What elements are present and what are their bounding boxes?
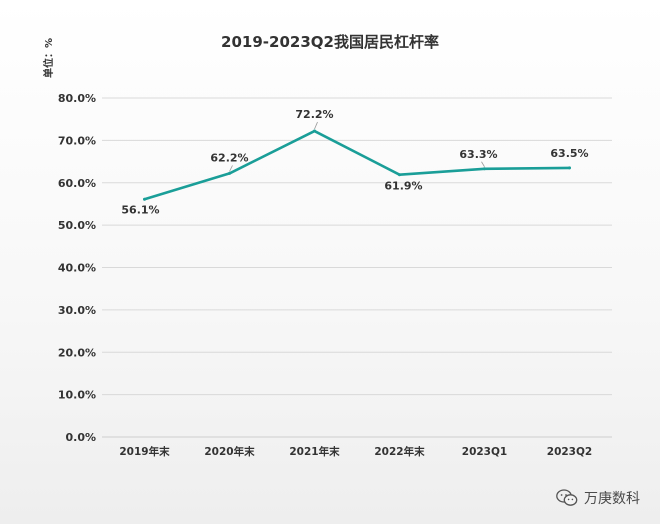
data-point bbox=[483, 167, 486, 171]
watermark-text: 万庚数科 bbox=[584, 491, 640, 507]
y-tick-label: 70.0% bbox=[58, 134, 96, 147]
data-point bbox=[568, 166, 571, 170]
y-tick-label: 80.0% bbox=[58, 92, 96, 105]
watermark: 万庚数科 bbox=[556, 488, 640, 508]
data-point bbox=[313, 129, 316, 133]
x-tick-label: 2023Q2 bbox=[547, 446, 592, 458]
data-label: 63.5% bbox=[550, 147, 588, 160]
x-tick-label: 2020年末 bbox=[204, 445, 255, 458]
y-tick-label: 0.0% bbox=[65, 431, 96, 444]
data-point bbox=[398, 173, 401, 177]
wechat-icon bbox=[556, 489, 578, 506]
x-tick-label: 2023Q1 bbox=[462, 446, 507, 458]
y-tick-label: 40.0% bbox=[58, 262, 96, 275]
unit-label: 单位：% bbox=[42, 38, 55, 78]
chart-title: 2019-2023Q2我国居民杠杆率 bbox=[221, 33, 439, 51]
data-label: 72.2% bbox=[295, 108, 333, 121]
data-point bbox=[228, 171, 231, 175]
y-tick-label: 20.0% bbox=[58, 346, 96, 359]
y-tick-label: 30.0% bbox=[58, 304, 96, 317]
x-tick-label: 2021年末 bbox=[289, 445, 340, 458]
data-label: 62.2% bbox=[210, 151, 248, 164]
data-point bbox=[143, 197, 146, 201]
x-tick-label: 2019年末 bbox=[119, 445, 170, 458]
label-leader-line bbox=[229, 165, 233, 172]
data-label: 61.9% bbox=[384, 180, 422, 193]
data-label: 63.3% bbox=[459, 148, 497, 161]
y-tick-label: 10.0% bbox=[58, 389, 96, 402]
series-line bbox=[143, 129, 571, 201]
y-tick-label: 60.0% bbox=[58, 177, 96, 190]
data-label: 56.1% bbox=[121, 203, 159, 216]
x-tick-label: 2022年末 bbox=[374, 445, 425, 458]
label-leader-line bbox=[481, 161, 485, 167]
label-leader-line bbox=[314, 121, 318, 130]
y-tick-label: 50.0% bbox=[58, 219, 96, 232]
